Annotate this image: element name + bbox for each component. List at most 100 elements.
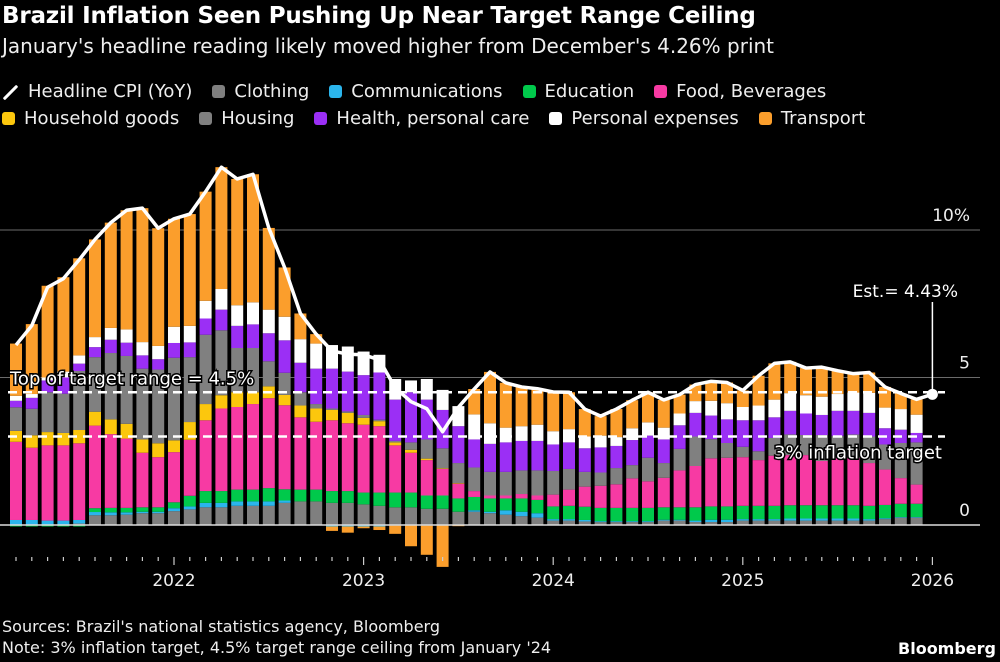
bar-segment-household-goods (278, 394, 291, 406)
bar-segment-household-goods (73, 430, 86, 444)
bar-segment-housing (831, 435, 844, 459)
bar-segment-education (499, 498, 512, 511)
bar-segment-transport (357, 526, 370, 529)
bar-segment-transport (436, 525, 449, 567)
bar-segment-health-personal-care (341, 371, 354, 412)
sources-note: Sources: Brazil's national statistics ag… (2, 617, 440, 636)
legend-item-education: Education (522, 81, 634, 102)
bar-segment-housing (484, 471, 496, 496)
bar-segment-personal-expenses (215, 289, 228, 310)
bar-segment-communications (199, 502, 212, 508)
bar-stack (278, 267, 291, 525)
bar-segment-housing (531, 470, 544, 496)
bar-segment-education (752, 505, 765, 520)
bar-segment-communications (499, 510, 512, 515)
bar-segment-transport (547, 391, 560, 432)
estimate-label: Est.= 4.43% (853, 282, 958, 302)
bar-segment-household-goods (89, 411, 101, 426)
bar-segment-health-personal-care (57, 377, 70, 394)
bar-segment-food-beverages (894, 478, 907, 504)
bar-segment-education (310, 489, 323, 502)
bar-segment-transport (104, 222, 117, 328)
swatch-icon (329, 85, 343, 98)
bar-segment-housing (768, 437, 781, 456)
bar-stack (183, 214, 196, 525)
bar-segment-household-goods (405, 449, 417, 453)
bar-segment-health-personal-care (420, 399, 433, 440)
bar-segment-personal-expenses (57, 371, 70, 378)
bar-stack (784, 361, 797, 525)
bar-segment-health-personal-care (262, 333, 275, 362)
bar-segment-clothing (120, 514, 133, 525)
bar-segment-communications (152, 511, 165, 514)
bloomberg-logo: Bloomberg (898, 639, 996, 658)
bar-segment-health-personal-care (705, 415, 718, 440)
bar-segment-food-beverages (41, 445, 54, 521)
bar-stack (389, 378, 402, 534)
bar-segment-transport (41, 285, 54, 378)
bar-segment-transport (626, 400, 639, 429)
bar-segment-communications (484, 511, 496, 514)
bar-segment-personal-expenses (468, 414, 481, 440)
bar-stack (25, 324, 38, 527)
bar-stack (515, 386, 528, 525)
bar-stack (610, 409, 623, 525)
bar-segment-health-personal-care (389, 399, 402, 441)
bar-segment-clothing (831, 520, 844, 525)
bar-stack (341, 346, 354, 533)
bar-segment-housing (326, 408, 338, 410)
bar-segment-transport (73, 258, 86, 356)
bar-segment-clothing (721, 522, 733, 525)
bar-stack (89, 239, 101, 525)
bar-segment-personal-expenses (515, 426, 528, 441)
bar-segment-housing (215, 330, 228, 396)
reference-line-label: Top of target range = 4.5% (9, 368, 254, 389)
bar-segment-health-personal-care (594, 447, 607, 473)
bar-segment-clothing (168, 511, 180, 525)
bar-segment-clothing (199, 507, 212, 525)
bar-segment-personal-expenses (910, 414, 923, 433)
bar-segment-clothing (689, 522, 702, 525)
bar-segment-education (894, 503, 907, 518)
bar-segment-transport (705, 381, 718, 401)
bar-segment-communications (262, 501, 275, 506)
bar-stack (800, 368, 812, 525)
legend-label: Communications (351, 81, 503, 102)
bar-segment-housing (689, 436, 702, 466)
bar-segment-education (468, 496, 481, 511)
bar-segment-communications (278, 500, 291, 503)
x-tick-label: 2024 (532, 571, 575, 591)
bar-segment-health-personal-care (847, 410, 860, 435)
bar-segment-clothing (879, 519, 891, 525)
legend-label: Transport (780, 108, 866, 129)
bar-segment-food-beverages (847, 458, 860, 506)
bar-segment-personal-expenses (183, 325, 196, 343)
bar-segment-household-goods (389, 442, 402, 446)
bar-segment-transport (752, 375, 765, 406)
bar-segment-clothing (89, 515, 101, 525)
bar-segment-food-beverages (673, 470, 686, 508)
bar-segment-clothing (563, 520, 575, 525)
bar-stack (468, 389, 481, 525)
bar-segment-education (610, 507, 623, 522)
bar-segment-communications (752, 519, 765, 521)
bar-segment-communications (847, 518, 860, 521)
bar-segment-education (768, 505, 781, 520)
bar-segment-transport (405, 525, 417, 547)
bar-segment-personal-expenses (768, 399, 781, 418)
bar-segment-education (405, 492, 417, 508)
bar-segment-transport (563, 392, 575, 430)
bar-segment-health-personal-care (515, 440, 528, 471)
bar-stack (894, 393, 907, 525)
bar-segment-personal-expenses (689, 401, 702, 413)
bar-segment-food-beverages (436, 468, 449, 496)
bar-segment-health-personal-care (657, 439, 670, 464)
legend-item-headline: Headline CPI (YoY) (2, 81, 192, 102)
bar-segment-clothing (310, 501, 323, 525)
bar-segment-transport (468, 389, 481, 415)
x-tick-label: 2026 (911, 571, 954, 591)
bar-segment-clothing (262, 505, 275, 525)
bar-segment-food-beverages (199, 420, 212, 492)
bar-segment-clothing (736, 520, 749, 525)
bar-segment-communications (73, 519, 86, 524)
